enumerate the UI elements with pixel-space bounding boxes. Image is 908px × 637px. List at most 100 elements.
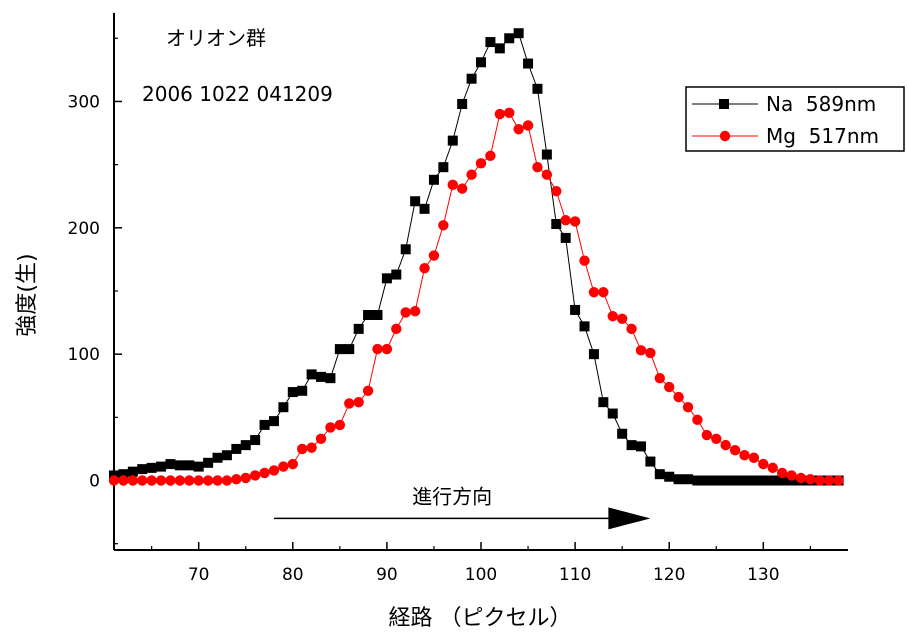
data-point-circle	[598, 287, 609, 298]
data-point-square	[730, 475, 741, 486]
data-point-square	[278, 402, 289, 413]
data-point-square	[579, 321, 590, 332]
data-point-circle	[146, 475, 157, 486]
data-point-square	[447, 135, 458, 146]
data-point-circle	[231, 474, 242, 485]
data-point-square	[560, 232, 571, 243]
data-point-square	[428, 174, 439, 185]
data-point-square	[654, 469, 665, 480]
data-point-circle	[616, 313, 628, 324]
y-tick-label: 200	[68, 219, 100, 239]
data-point-circle	[645, 347, 656, 359]
data-point-circle	[654, 372, 665, 384]
data-point-circle	[560, 215, 571, 226]
annotation-layer: 進行方向	[273, 484, 651, 530]
data-point-square	[607, 408, 618, 419]
x-axis-title: 経路 （ピクセル）	[389, 606, 572, 631]
data-point-circle	[739, 450, 750, 461]
data-point-circle	[532, 161, 543, 173]
data-point-square	[193, 461, 204, 472]
data-point-circle	[701, 429, 713, 441]
data-point-circle	[833, 475, 844, 486]
data-point-circle	[381, 343, 393, 355]
data-point-square	[137, 464, 148, 475]
data-point-circle	[155, 475, 167, 486]
data-point-square	[344, 344, 355, 355]
data-point-square	[250, 435, 261, 446]
data-point-circle	[504, 107, 515, 119]
data-point-circle	[259, 467, 270, 479]
x-tick-label: 70	[188, 565, 210, 585]
data-point-square	[146, 462, 157, 473]
data-point-square	[372, 309, 383, 320]
chart-title: オリオン群	[166, 26, 266, 50]
data-point-square	[570, 304, 581, 315]
y-tick-label: 0	[89, 472, 100, 492]
data-point-square	[419, 203, 430, 214]
data-point-square	[174, 460, 185, 471]
data-point-circle	[522, 120, 534, 131]
data-point-circle	[118, 475, 129, 486]
data-point-circle	[202, 475, 214, 486]
y-tick-label: 300	[68, 92, 100, 112]
data-point-circle	[212, 475, 223, 486]
data-point-square	[297, 385, 308, 396]
direction-label: 進行方向	[412, 484, 492, 508]
data-point-square	[466, 73, 477, 84]
x-tick-label: 120	[653, 565, 685, 585]
y-axis-title: 強度(生)	[15, 253, 40, 336]
data-point-circle	[720, 439, 731, 451]
data-point-circle	[325, 422, 336, 433]
data-point-circle	[409, 305, 421, 317]
legend-label: Mg 517nm	[766, 124, 879, 148]
data-point-circle	[579, 255, 590, 266]
data-point-circle	[475, 158, 487, 169]
x-tick-label: 90	[376, 565, 398, 585]
data-point-square	[353, 323, 364, 334]
data-point-square	[316, 371, 327, 382]
data-point-circle	[372, 343, 383, 355]
data-point-circle	[193, 475, 204, 486]
data-point-square	[720, 475, 731, 486]
data-point-circle	[278, 461, 289, 472]
data-point-square	[683, 474, 694, 485]
data-point-circle	[767, 462, 778, 474]
legend-marker-circle	[719, 130, 731, 142]
data-point-square	[494, 43, 505, 54]
data-point-circle	[786, 470, 797, 481]
legend-label: Na 589nm	[766, 92, 876, 116]
data-point-square	[259, 419, 270, 430]
data-point-square	[551, 219, 562, 230]
data-point-circle	[607, 311, 618, 322]
data-point-circle	[137, 475, 148, 486]
data-point-circle	[692, 414, 703, 426]
data-point-circle	[428, 250, 440, 261]
data-point-square	[118, 469, 129, 480]
data-point-square	[325, 373, 336, 384]
data-point-circle	[635, 345, 647, 356]
data-point-square	[541, 149, 552, 160]
data-point-square	[588, 349, 599, 360]
data-point-circle	[240, 472, 251, 484]
data-point-square	[711, 475, 722, 486]
data-point-square	[504, 33, 515, 44]
data-point-square	[664, 471, 675, 482]
data-point-square	[127, 466, 138, 477]
data-point-square	[287, 387, 298, 398]
data-point-square	[240, 440, 251, 451]
data-point-circle	[456, 183, 468, 194]
data-point-square	[212, 452, 223, 463]
data-point-square	[363, 309, 374, 320]
data-point-square	[701, 475, 712, 486]
data-point-square	[532, 83, 543, 94]
data-point-circle	[438, 220, 449, 231]
data-point-square	[203, 457, 214, 468]
data-point-circle	[711, 433, 722, 445]
x-tick-label: 110	[559, 565, 591, 585]
data-point-square	[617, 428, 628, 439]
data-point-circle	[748, 452, 760, 463]
data-point-circle	[221, 475, 233, 486]
data-point-circle	[569, 216, 581, 227]
x-tick-label: 80	[282, 565, 304, 585]
